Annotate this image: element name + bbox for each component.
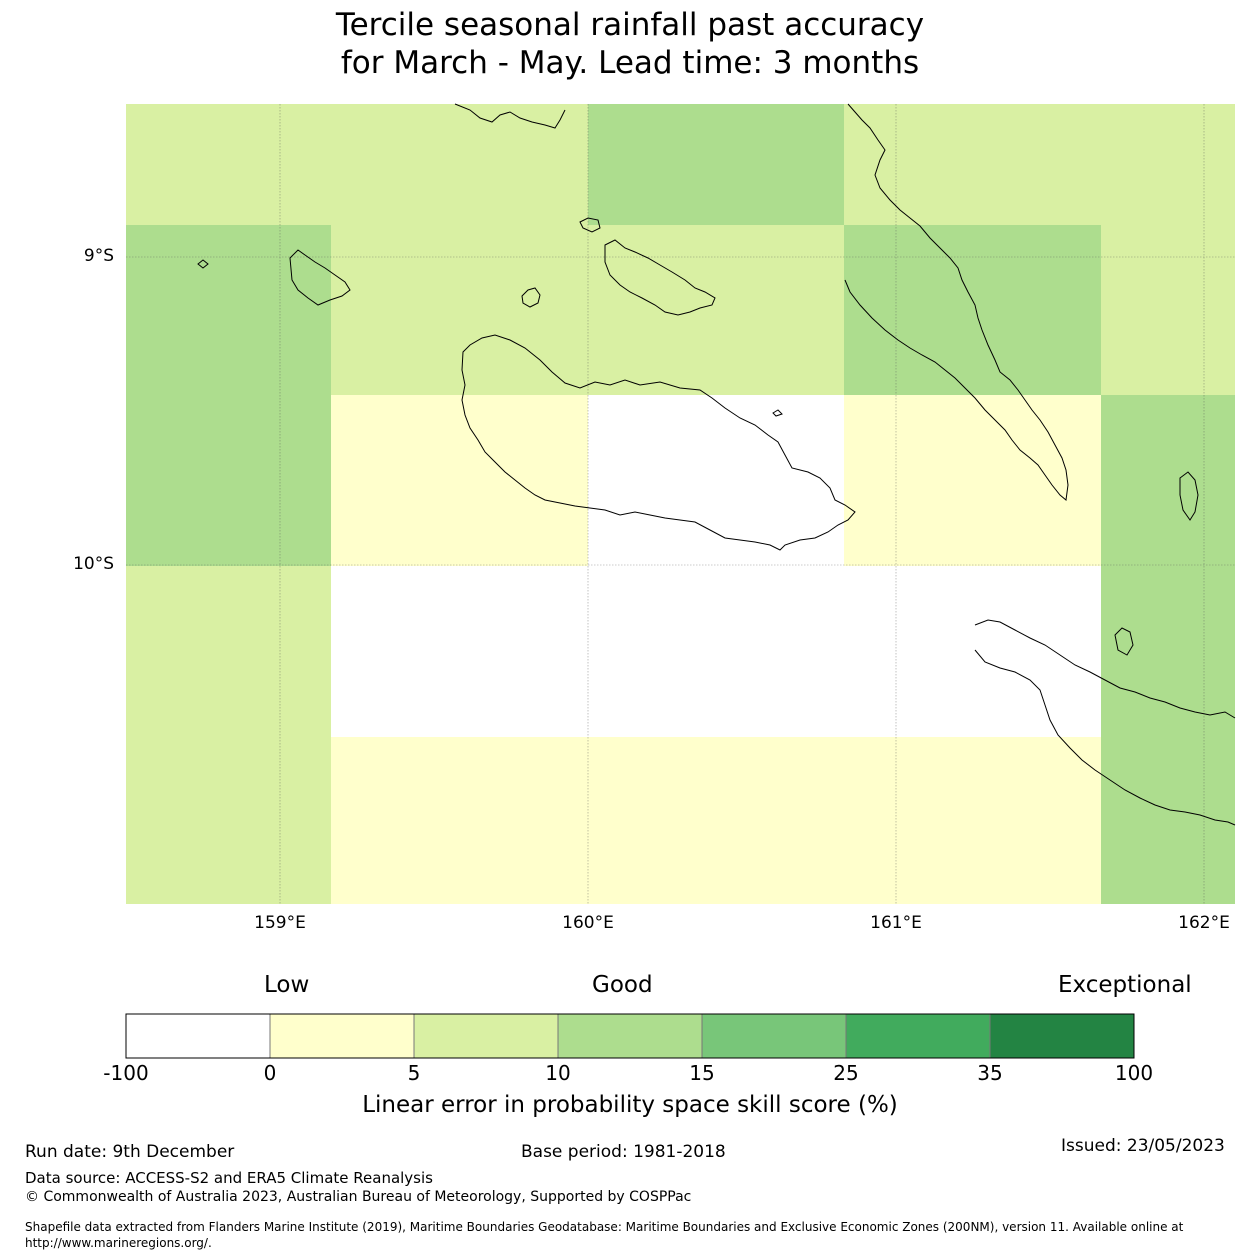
chart-title-line1: Tercile seasonal rainfall past accuracy	[335, 7, 925, 43]
small-island-1	[197, 259, 209, 269]
graticule	[126, 104, 1235, 904]
coastlines	[197, 103, 1236, 826]
lon-label: 161°E	[870, 913, 922, 933]
malaita-coast	[844, 103, 1069, 501]
colorbar-swatch-3	[414, 1014, 558, 1058]
issued-date: Issued: 23/05/2023	[1061, 1136, 1225, 1156]
run-date: Run date: 9th December	[25, 1142, 235, 1162]
lat-label: 9°S	[83, 246, 114, 266]
makira-coast	[974, 619, 1236, 719]
shapefile-credit-line2: http://www.marineregions.org/.	[25, 1236, 212, 1250]
makira-south-coast	[974, 649, 1236, 826]
lon-label: 162°E	[1178, 913, 1230, 933]
north-coast	[454, 103, 566, 129]
lon-label: 160°E	[562, 913, 614, 933]
colorbar-quality-good: Good	[592, 972, 653, 998]
grid-cell	[588, 395, 844, 566]
colorbar-swatch-4	[558, 1014, 702, 1058]
grid-cell	[331, 225, 844, 395]
shapefile-credit-line1: Shapefile data extracted from Flanders M…	[25, 1220, 1184, 1234]
colorbar	[125, 1013, 1135, 1059]
colorbar-swatch-6	[846, 1014, 990, 1058]
grid-cell	[331, 395, 588, 566]
grid-cell	[844, 395, 1101, 566]
grid-cell	[331, 737, 1101, 904]
russell-islands-coast	[289, 249, 351, 306]
guadalcanal-coast	[461, 334, 856, 551]
grid-cell	[1101, 395, 1235, 904]
colorbar-tick-label: 5	[407, 1061, 421, 1085]
florida-islands-coast	[604, 239, 716, 316]
grid-cell	[126, 225, 331, 566]
chart-title-line2: for March - May. Lead time: 3 months	[340, 45, 920, 81]
colorbar-tick-label: 15	[689, 1061, 715, 1085]
grid-cell	[126, 566, 331, 904]
colorbar-tick-label: 25	[833, 1061, 859, 1085]
grid-cell	[844, 104, 1101, 225]
base-period: Base period: 1981-2018	[521, 1142, 726, 1162]
grid-cell	[1101, 104, 1235, 225]
colorbar-quality-exceptional: Exceptional	[1058, 972, 1192, 998]
small-island-3	[772, 409, 783, 417]
grid-cell	[331, 566, 1101, 737]
colorbar-swatch-5	[702, 1014, 846, 1058]
grid-cell	[844, 225, 1101, 395]
colorbar-tick-label: 0	[263, 1061, 277, 1085]
colorbar-quality-low: Low	[264, 972, 310, 998]
savo-island-coast	[521, 287, 541, 308]
colorbar-outline	[125, 1013, 1135, 1059]
grid-cell	[588, 104, 844, 225]
colorbar-tick-label: 100	[1114, 1061, 1154, 1085]
grid-cell	[1101, 225, 1235, 395]
santa-ana-coast	[1114, 627, 1134, 656]
data-source: Data source: ACCESS-S2 and ERA5 Climate …	[25, 1169, 433, 1187]
lon-label: 159°E	[254, 913, 306, 933]
colorbar-tick-label: 10	[545, 1061, 571, 1085]
grid-cell	[126, 104, 331, 225]
colorbar-swatch-2	[270, 1014, 414, 1058]
grid-cell	[331, 104, 588, 225]
colorbar-tick-label: 35	[977, 1061, 1003, 1085]
lat-label: 10°S	[73, 554, 114, 574]
ulawa-coast	[1179, 471, 1199, 521]
colorbar-swatch-1	[126, 1014, 270, 1058]
map-grid-cells	[126, 104, 1235, 904]
small-island-2	[579, 217, 601, 233]
colorbar-swatch-7	[990, 1014, 1134, 1058]
colorbar-tick-label: -100	[103, 1061, 149, 1085]
copyright: © Commonwealth of Australia 2023, Austra…	[25, 1189, 692, 1205]
colorbar-axis-label: Linear error in probability space skill …	[362, 1092, 898, 1118]
